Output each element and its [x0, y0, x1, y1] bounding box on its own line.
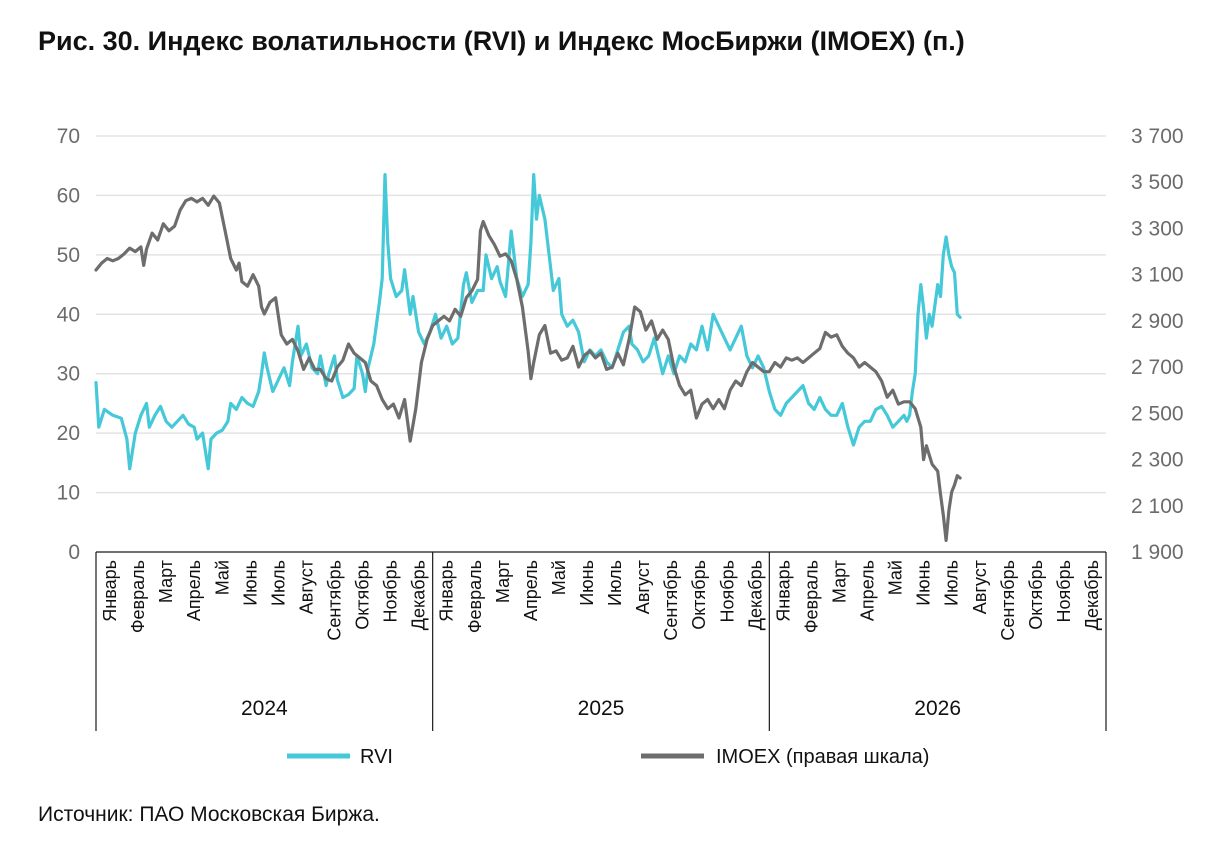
month-label: Июль [942, 560, 962, 606]
month-label: Октябрь [353, 560, 373, 630]
legend-label: IMOEX (правая шкала) [716, 746, 929, 768]
month-label: Февраль [465, 560, 485, 633]
y-left-tick-label: 40 [57, 303, 80, 326]
y-left-tick-label: 50 [57, 244, 80, 267]
month-label: Октябрь [689, 560, 709, 630]
month-label: Июль [605, 560, 625, 606]
y-left-tick-label: 60 [57, 184, 80, 207]
y-right-tick-label: 2 700 [1131, 356, 1184, 379]
chart-title: Рис. 30. Индекс волатильности (RVI) и Ин… [38, 26, 965, 56]
series-lines [94, 173, 962, 542]
month-label: Май [212, 560, 232, 595]
legend-label: RVI [360, 746, 393, 768]
y-right-tick-label: 2 300 [1131, 449, 1184, 472]
month-label: Январь [100, 560, 120, 622]
month-label: Июнь [914, 560, 934, 606]
year-label: 2024 [241, 697, 288, 720]
year-label: 2025 [578, 697, 625, 720]
month-label: Декабрь [745, 560, 765, 630]
month-label: Январь [773, 560, 793, 622]
y-right-tick-label: 2 500 [1131, 402, 1184, 425]
month-label: Май [886, 560, 906, 595]
y-left-tick-label: 10 [57, 482, 80, 505]
month-label: Август [970, 560, 990, 614]
year-label: 2026 [914, 697, 961, 720]
month-label: Сентябрь [998, 560, 1018, 641]
y-right-tick-label: 3 100 [1131, 264, 1184, 287]
month-label: Август [633, 560, 653, 614]
month-label: Ноябрь [381, 560, 401, 622]
month-label: Май [549, 560, 569, 595]
y-left-tick-label: 0 [68, 541, 80, 564]
month-label: Апрель [858, 560, 878, 621]
month-label: Декабрь [1082, 560, 1102, 630]
source-note: Источник: ПАО Московская Биржа. [38, 803, 380, 826]
month-label: Апрель [184, 560, 204, 621]
month-label: Ноябрь [717, 560, 737, 622]
legend: RVI IMOEX (правая шкала) [287, 746, 929, 768]
y-left-tick-label: 30 [57, 363, 80, 386]
month-label: Декабрь [409, 560, 429, 630]
y-right-tick-label: 3 700 [1131, 125, 1184, 148]
month-label: Июнь [240, 560, 260, 606]
month-label: Сентябрь [324, 560, 344, 641]
series-line-imoex [94, 194, 962, 542]
gridlines [96, 135, 1106, 494]
month-label: Сентябрь [661, 560, 681, 641]
month-label: Июль [268, 560, 288, 606]
month-label: Март [156, 560, 176, 603]
y-left-tick-label: 20 [57, 422, 80, 445]
month-label: Февраль [801, 560, 821, 633]
y-right-tick-label: 1 900 [1131, 541, 1184, 564]
y-right-tick-label: 3 300 [1131, 217, 1184, 240]
month-label: Март [829, 560, 849, 603]
y-axis-left: 0 10 20 30 40 50 60 70 [57, 125, 80, 564]
y-left-tick-label: 70 [57, 125, 80, 148]
y-right-tick-label: 2 900 [1131, 310, 1184, 333]
month-label: Август [296, 560, 316, 614]
series-line-rvi [94, 173, 962, 471]
x-axis: Январь Февраль Март Апрель Май Июнь Июль Август… [95, 551, 1107, 731]
y-right-tick-label: 3 500 [1131, 171, 1184, 194]
y-axis-right: 1 900 2 100 2 300 2 500 2 700 2 900 3 100 3 300… [1131, 125, 1184, 564]
month-label: Февраль [128, 560, 148, 633]
y-right-tick-label: 2 100 [1131, 495, 1184, 518]
month-label: Январь [437, 560, 457, 622]
month-label: Июнь [577, 560, 597, 606]
month-label: Март [493, 560, 513, 603]
month-label: Ноябрь [1054, 560, 1074, 622]
month-label: Апрель [521, 560, 541, 621]
month-label: Октябрь [1026, 560, 1046, 630]
